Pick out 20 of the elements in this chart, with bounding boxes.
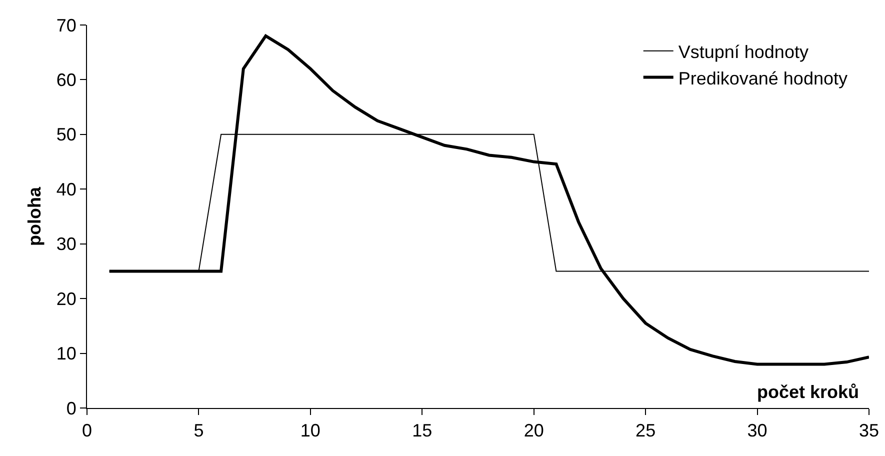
legend-label: Predikované hodnoty — [678, 68, 848, 88]
x-tick-label: 5 — [194, 420, 204, 441]
x-tick-label: 20 — [524, 420, 544, 441]
y-tick-label: 10 — [56, 344, 76, 364]
legend-label: Vstupní hodnoty — [678, 42, 808, 62]
y-tick-label: 50 — [56, 124, 76, 145]
x-tick-label: 10 — [300, 420, 320, 441]
x-tick-label: 30 — [747, 420, 768, 441]
y-tick-label: 60 — [56, 70, 76, 90]
y-tick-label: 30 — [56, 234, 76, 254]
y-tick-label: 0 — [66, 398, 76, 418]
y-axis-title: poloha — [24, 186, 45, 246]
y-tick-label: 40 — [56, 179, 76, 200]
x-tick-label: 25 — [636, 420, 656, 441]
y-tick-label: 20 — [56, 288, 76, 309]
x-axis-title: počet kroků — [757, 382, 860, 402]
x-tick-label: 0 — [82, 420, 92, 441]
x-tick-label: 15 — [412, 420, 432, 441]
y-tick-label: 70 — [56, 15, 76, 36]
x-tick-label: 35 — [858, 420, 880, 441]
